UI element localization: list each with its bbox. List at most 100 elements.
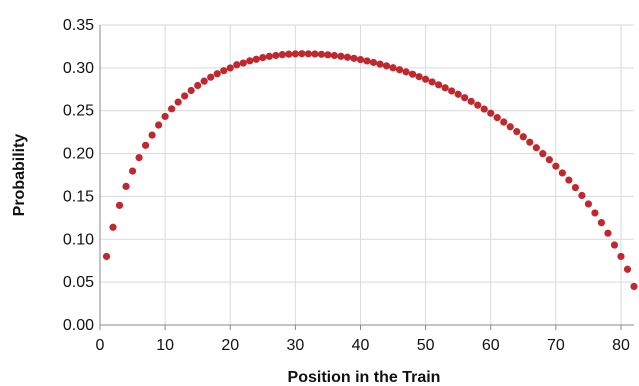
y-tick-label: 0.05 [63,274,94,291]
data-point [395,66,404,74]
data-point [539,150,547,158]
data-point [597,219,606,227]
data-point [259,53,267,62]
x-tick-label: 10 [156,337,174,354]
grid-lines [100,24,634,325]
data-point [239,59,247,67]
data-point [519,133,527,141]
y-tick-label: 0.15 [63,188,94,205]
x-tick-label: 80 [612,337,630,354]
data-point [128,167,137,175]
data-point [623,265,632,273]
data-point [311,50,319,58]
x-tick-label: 60 [482,337,500,354]
data-point [304,50,312,58]
data-point [350,54,358,62]
data-point [474,101,482,109]
data-point [252,55,260,63]
data-point [226,64,234,72]
y-axis-title: Probability [11,134,28,217]
data-point [467,97,475,105]
data-point [532,144,540,152]
y-tick-labels: 0.00 0.05 0.10 0.15 0.20 0.25 0.30 0.35 [63,17,94,334]
data-point [135,154,143,162]
data-point [343,53,352,61]
data-point [506,123,514,131]
x-tick-label: 0 [96,337,105,354]
data-point [448,87,456,95]
data-point [578,191,586,200]
data-point [272,51,280,60]
data-point [526,138,534,146]
data-point [382,62,391,70]
x-tick-label: 40 [352,337,370,354]
data-point [337,52,345,60]
data-point [369,58,378,67]
data-point [422,75,430,83]
data-point [187,86,195,95]
x-tick-labels: 0 10 20 30 40 50 60 70 80 [96,337,630,354]
data-point [141,141,150,149]
data-point [617,252,625,261]
x-tick-label: 20 [221,337,239,354]
data-point [552,162,560,170]
data-point [168,105,176,113]
data-point [122,182,130,190]
y-tick-label: 0.20 [63,146,94,163]
data-point [330,51,339,60]
data-point [148,131,156,139]
data-point [415,73,423,81]
data-point [376,60,384,68]
data-point [213,70,221,78]
data-point [500,118,508,126]
data-point [630,282,638,291]
data-point [207,73,215,81]
data-point [565,176,573,184]
data-point [356,55,365,64]
data-point [428,78,436,86]
data-point [285,50,293,58]
y-tick-label: 0.35 [63,17,94,34]
y-tick-label: 0.25 [63,103,94,120]
data-points [102,50,638,291]
y-tick-label: 0.00 [63,317,94,334]
data-point [233,61,241,69]
axes [99,25,634,330]
data-point [220,67,228,75]
data-point [435,81,443,89]
data-point [493,113,501,122]
data-point [389,64,397,72]
data-point [408,70,417,78]
data-point [115,201,124,209]
data-point [480,105,488,113]
data-point [513,128,521,136]
data-point [246,57,254,65]
y-tick-label: 0.10 [63,231,94,248]
data-point [291,50,299,58]
x-tick-label: 70 [547,337,565,354]
data-point [454,90,462,98]
data-point [363,57,371,65]
data-point [181,92,189,100]
data-point [571,184,579,192]
x-tick-label: 50 [417,337,435,354]
data-point [402,68,410,76]
data-point [298,50,306,58]
data-point [109,223,117,231]
data-point [610,241,619,249]
data-point [558,169,566,177]
data-point [584,200,593,208]
data-point [324,51,332,59]
data-point [200,77,208,85]
data-point [461,94,469,102]
y-tick-label: 0.30 [63,60,94,77]
data-point [174,98,182,106]
data-point [278,51,286,59]
data-point [487,109,495,117]
x-tick-label: 30 [286,337,304,354]
data-point [441,84,449,92]
data-point [591,209,599,217]
data-point [545,156,553,164]
data-point [102,252,111,261]
